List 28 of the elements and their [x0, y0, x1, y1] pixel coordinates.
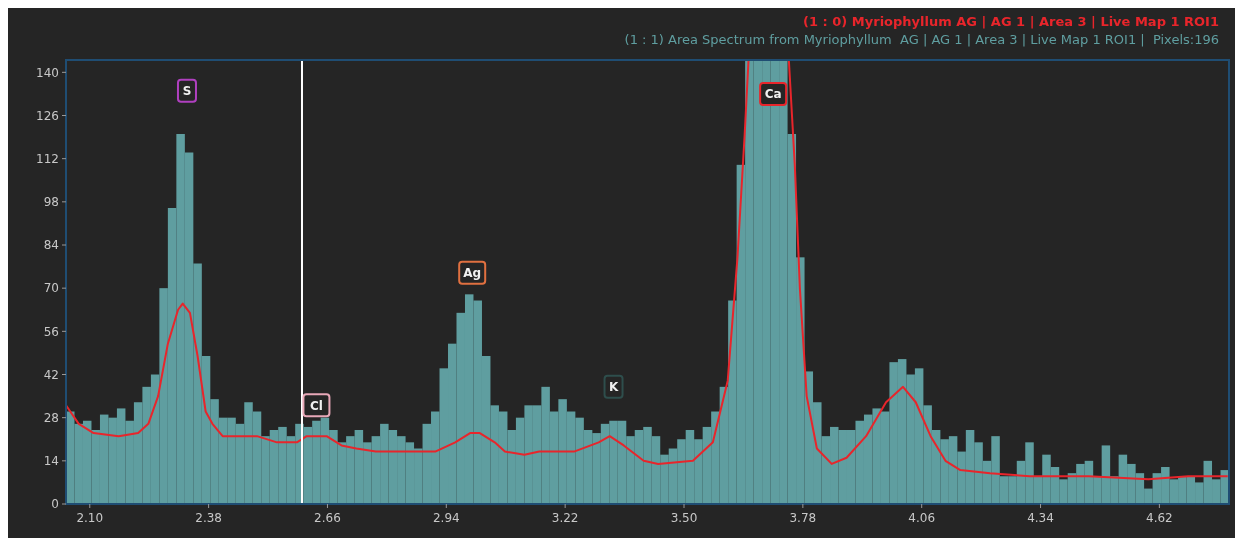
annotation: Ag: [463, 265, 482, 280]
x-tick-label: 3.50: [670, 511, 698, 525]
y-tick-label: 140: [36, 65, 59, 80]
annotation: K: [608, 380, 619, 395]
y-tick-label: 0: [51, 497, 59, 512]
x-tick-label: 4.06: [908, 511, 936, 525]
annotation: Ca: [764, 87, 782, 102]
y-tick-label: 98: [43, 195, 59, 210]
y-tick-label: 56: [43, 324, 59, 339]
y-tick-label: 42: [43, 367, 59, 382]
annotation: Cl: [309, 398, 323, 413]
y-tick-label: 126: [36, 108, 59, 123]
y-tick-label: 84: [43, 238, 59, 253]
text: (1 : 0) Myriophyllum AG | AG 1 | Area 3 | Live Map 1 ROI1: [803, 14, 1219, 29]
x-tick-label: 3.22: [551, 511, 579, 525]
x-tick-label: 4.34: [1027, 511, 1054, 525]
x-tick-label: 2.10: [76, 511, 104, 525]
x-tick-label: 3.78: [789, 511, 817, 525]
x-tick-label: 2.66: [314, 511, 341, 525]
text: (1 : 1) Area Spectrum from Myriophyllum AG | AG 1 | Area 3 | Live Map 1 ROI1 | Pixels:196: [624, 32, 1219, 47]
annotation: S: [182, 84, 192, 99]
y-tick-label: 28: [43, 410, 59, 425]
y-tick-label: 14: [43, 454, 59, 469]
x-tick-label: 4.62: [1146, 511, 1173, 525]
x-tick-label: 2.94: [432, 511, 460, 525]
x-tick-label: 2.38: [195, 511, 222, 525]
y-tick-label: 112: [36, 151, 59, 166]
y-tick-label: 70: [43, 281, 59, 296]
